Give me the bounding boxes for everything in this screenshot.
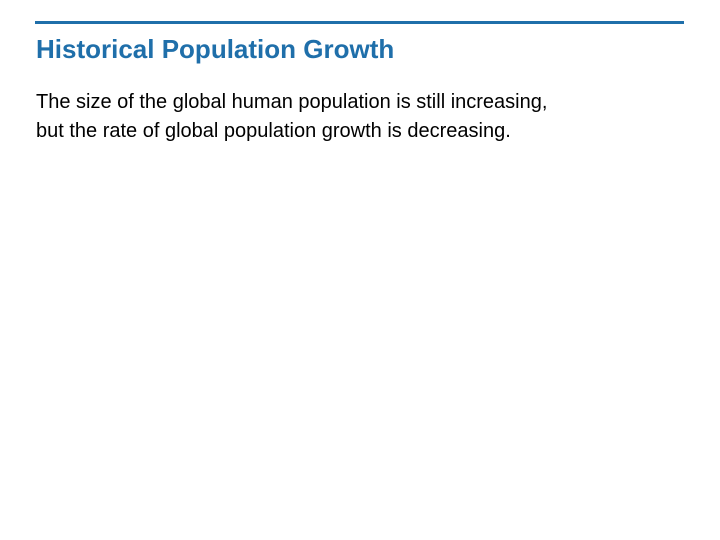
body-line-2: but the rate of global population growth… bbox=[36, 120, 511, 142]
slide-body-text: The size of the global human population … bbox=[36, 88, 676, 146]
slide-title: Historical Population Growth bbox=[36, 34, 395, 64]
title-divider-line bbox=[35, 21, 684, 24]
body-line-1: The size of the global human population … bbox=[36, 91, 548, 113]
